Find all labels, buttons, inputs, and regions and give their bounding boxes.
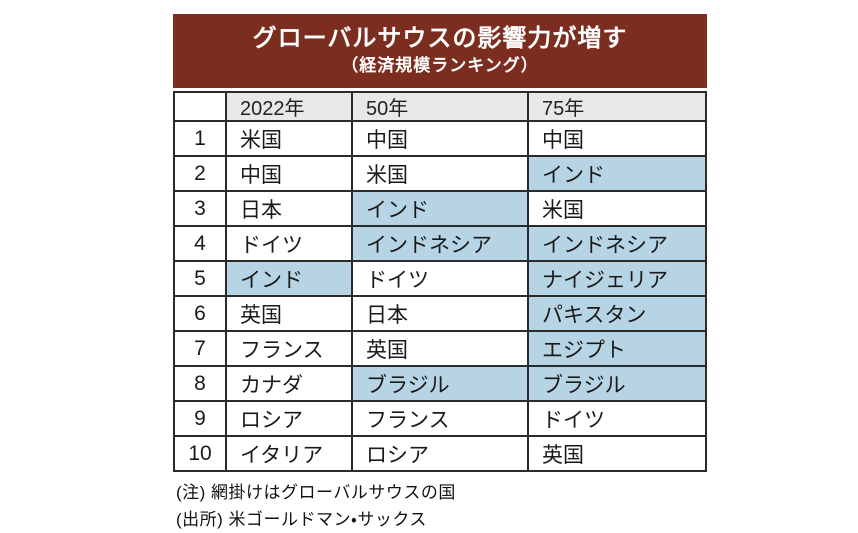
rank-cell: 8 (175, 367, 227, 402)
country-cell: 米国 (529, 192, 707, 227)
country-cell: 日本 (227, 192, 353, 227)
figure-title: グローバルサウスの影響力が増す (252, 25, 628, 52)
country-cell: カナダ (227, 367, 353, 402)
country-cell: ドイツ (353, 262, 529, 297)
rank-cell: 6 (175, 297, 227, 332)
ranking-table: 2022年 50年 75年 1 米国 中国 中国 2 中国 米国 インド 3 日本 インド 米国 4 ドイツ イン… (173, 91, 707, 472)
country-cell: パキスタン (529, 297, 707, 332)
rank-header-cell (175, 93, 227, 122)
country-cell: インドネシア (353, 227, 529, 262)
country-cell: フランス (353, 402, 529, 437)
rank-cell: 9 (175, 402, 227, 437)
rank-cell: 1 (175, 122, 227, 157)
country-cell: 米国 (353, 157, 529, 192)
figure-title-banner: グローバルサウスの影響力が増す （経済規模ランキング） (173, 14, 707, 88)
country-cell: ロシア (353, 437, 529, 472)
country-cell: インドネシア (529, 227, 707, 262)
country-cell: 中国 (227, 157, 353, 192)
year-header-cell: 2022年 (227, 93, 353, 122)
country-cell: エジプト (529, 332, 707, 367)
country-cell: ナイジェリア (529, 262, 707, 297)
rank-cell: 3 (175, 192, 227, 227)
country-cell: 中国 (353, 122, 529, 157)
country-cell: ブラジル (353, 367, 529, 402)
figure-subtitle: （経済規模ランキング） (341, 56, 539, 75)
country-cell: 英国 (529, 437, 707, 472)
country-cell: インド (227, 262, 353, 297)
year-header-cell: 75年 (529, 93, 707, 122)
country-cell: ロシア (227, 402, 353, 437)
country-cell: 米国 (227, 122, 353, 157)
rank-cell: 10 (175, 437, 227, 472)
country-cell: ドイツ (227, 227, 353, 262)
country-cell: 英国 (353, 332, 529, 367)
country-cell: 日本 (353, 297, 529, 332)
rank-cell: 4 (175, 227, 227, 262)
country-cell: フランス (227, 332, 353, 367)
country-cell: イタリア (227, 437, 353, 472)
source-text: (出所) 米ゴールドマン・サックス (176, 510, 427, 529)
footnotes: (注) 網掛けはグローバルサウスの国 (出所) 米ゴールドマン・サックス (173, 479, 707, 533)
rank-cell: 5 (175, 262, 227, 297)
country-cell: インド (529, 157, 707, 192)
rank-cell: 7 (175, 332, 227, 367)
country-cell: ブラジル (529, 367, 707, 402)
country-cell: 中国 (529, 122, 707, 157)
country-cell: 英国 (227, 297, 353, 332)
rank-cell: 2 (175, 157, 227, 192)
note-text: (注) 網掛けはグローバルサウスの国 (176, 483, 456, 502)
country-cell: ドイツ (529, 402, 707, 437)
country-cell: インド (353, 192, 529, 227)
year-header-cell: 50年 (353, 93, 529, 122)
figure-container: グローバルサウスの影響力が増す （経済規模ランキング） 2022年 50年 75年 1… (173, 14, 707, 533)
